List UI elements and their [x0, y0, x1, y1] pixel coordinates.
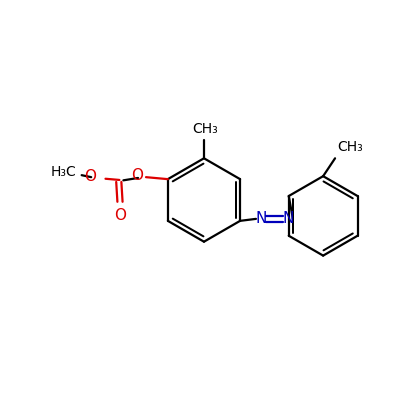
Text: O: O — [114, 208, 126, 223]
Text: N: N — [255, 211, 266, 226]
Text: H₃C: H₃C — [51, 165, 76, 179]
Text: O: O — [131, 168, 143, 184]
Text: N: N — [282, 211, 294, 226]
Text: O: O — [84, 169, 96, 184]
Text: CH₃: CH₃ — [337, 140, 363, 154]
Text: CH₃: CH₃ — [192, 122, 218, 136]
